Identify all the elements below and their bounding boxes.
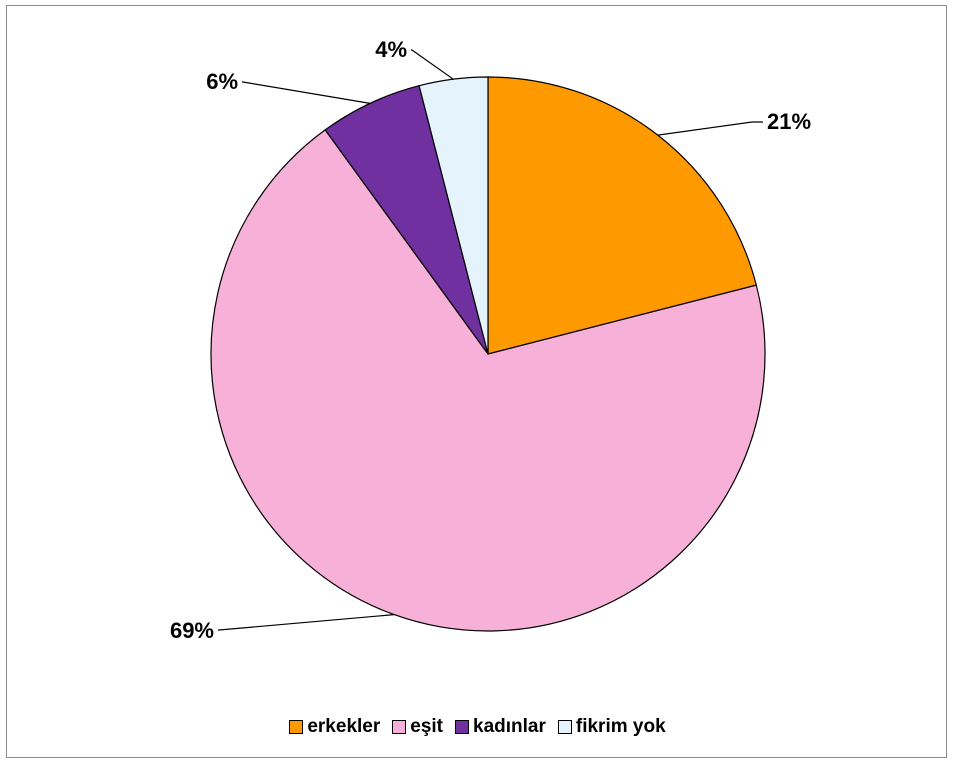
legend-swatch-fikrim-yok bbox=[557, 720, 572, 734]
legend-item-erkekler: erkekler bbox=[289, 716, 380, 738]
pie-slice-fikrim-yok bbox=[418, 76, 489, 355]
slice-label-erkekler: 21% bbox=[767, 109, 811, 134]
chart-frame: 21% 69% 6% 4% erkekler eşit kadınlar fikrim yo… bbox=[6, 5, 947, 758]
pie-chart: 21% 69% 6% 4% bbox=[170, 37, 811, 643]
legend-label-fikrim-yok: fikrim yok bbox=[575, 716, 666, 737]
leader-line-esit bbox=[218, 614, 395, 631]
slice-label-fikrim-yok: 4% bbox=[375, 37, 407, 62]
leader-line-kadinlar bbox=[242, 81, 371, 104]
legend-label-erkekler: erkekler bbox=[307, 716, 381, 737]
legend-item-esit: eşit bbox=[392, 716, 443, 738]
legend-item-fikrim-yok: fikrim yok bbox=[557, 716, 666, 738]
pie-slice-esit bbox=[210, 129, 766, 632]
legend: erkekler eşit kadınlar fikrim yok bbox=[7, 716, 948, 738]
legend-label-esit: eşit bbox=[410, 716, 443, 737]
legend-swatch-esit bbox=[392, 720, 407, 734]
slice-label-esit: 69% bbox=[170, 618, 214, 643]
legend-item-kadinlar: kadınlar bbox=[455, 716, 546, 738]
slice-label-kadinlar: 6% bbox=[206, 69, 238, 94]
leader-lines bbox=[218, 49, 763, 631]
legend-label-kadinlar: kadınlar bbox=[473, 716, 546, 737]
pie-slice-erkekler bbox=[487, 76, 758, 355]
legend-swatch-kadinlar bbox=[455, 720, 469, 734]
leader-line-fikrim-yok bbox=[411, 49, 454, 80]
legend-swatch-erkekler bbox=[289, 720, 304, 734]
pie-slices bbox=[210, 76, 766, 632]
slice-labels: 21% 69% 6% 4% bbox=[170, 37, 811, 643]
leader-line-erkekler bbox=[657, 121, 763, 136]
